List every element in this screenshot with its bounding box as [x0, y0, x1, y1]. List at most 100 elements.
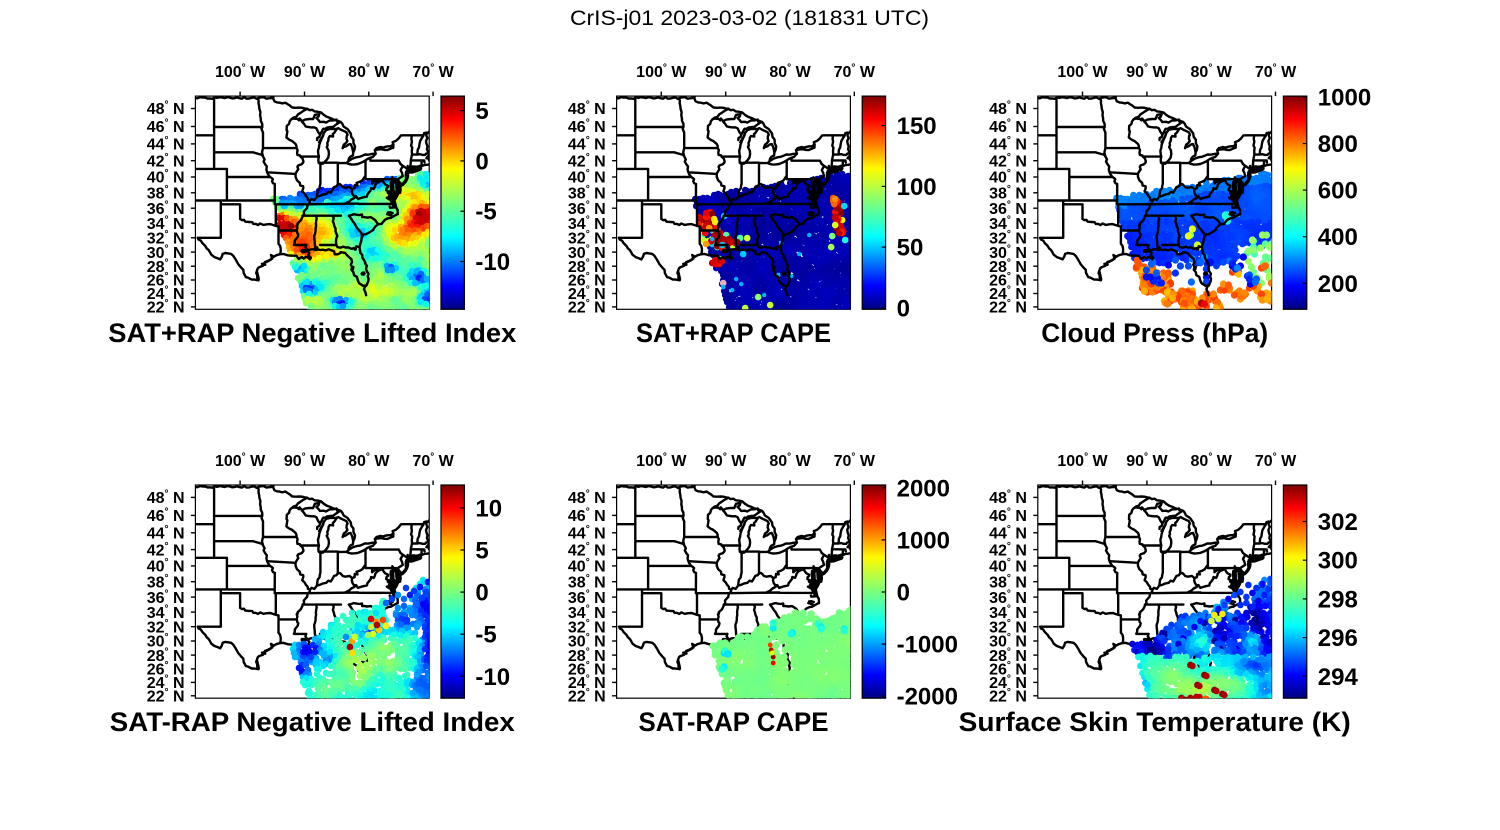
svg-text:90° W: 90° W — [284, 451, 326, 470]
svg-text:100° W: 100° W — [636, 63, 687, 82]
svg-text:32° N: 32° N — [147, 618, 185, 637]
svg-text:26° N: 26° N — [989, 271, 1027, 290]
svg-text:28° N: 28° N — [989, 257, 1027, 276]
svg-text:36° N: 36° N — [568, 588, 606, 607]
svg-text:0: 0 — [475, 580, 488, 607]
svg-text:22° N: 22° N — [989, 298, 1027, 317]
svg-text:42° N: 42° N — [989, 152, 1027, 171]
svg-text:40° N: 40° N — [147, 168, 185, 187]
svg-text:Cloud Press (hPa): Cloud Press (hPa) — [1041, 318, 1268, 348]
svg-text:22° N: 22° N — [147, 687, 185, 706]
svg-text:48° N: 48° N — [989, 489, 1027, 508]
svg-text:40° N: 40° N — [989, 557, 1027, 576]
svg-text:0: 0 — [475, 148, 488, 175]
svg-text:CrIS-j01 2023-03-02 (181831 UT: CrIS-j01 2023-03-02 (181831 UTC) — [570, 7, 929, 30]
svg-text:100° W: 100° W — [215, 63, 266, 82]
svg-text:90° W: 90° W — [1126, 451, 1168, 470]
svg-text:400: 400 — [1318, 224, 1358, 251]
svg-text:42° N: 42° N — [568, 152, 606, 171]
svg-text:30° N: 30° N — [568, 632, 606, 651]
svg-text:44° N: 44° N — [568, 135, 606, 154]
svg-text:2000: 2000 — [897, 475, 950, 502]
svg-text:70° W: 70° W — [834, 63, 876, 82]
svg-text:24° N: 24° N — [568, 674, 606, 693]
svg-text:38° N: 38° N — [568, 573, 606, 592]
svg-text:44° N: 44° N — [147, 135, 185, 154]
svg-text:44° N: 44° N — [989, 524, 1027, 543]
svg-text:42° N: 42° N — [147, 152, 185, 171]
svg-text:30° N: 30° N — [989, 632, 1027, 651]
svg-text:38° N: 38° N — [989, 184, 1027, 203]
svg-text:46° N: 46° N — [989, 118, 1027, 137]
svg-text:34° N: 34° N — [147, 603, 185, 622]
svg-text:1000: 1000 — [897, 527, 950, 554]
svg-text:46° N: 46° N — [568, 118, 606, 137]
svg-text:200: 200 — [1318, 271, 1358, 298]
svg-text:40° N: 40° N — [147, 557, 185, 576]
svg-text:298: 298 — [1318, 586, 1358, 613]
svg-text:26° N: 26° N — [989, 660, 1027, 679]
svg-text:38° N: 38° N — [568, 184, 606, 203]
svg-text:80° W: 80° W — [348, 63, 390, 82]
svg-text:100° W: 100° W — [636, 451, 687, 470]
svg-text:300: 300 — [1318, 548, 1358, 575]
svg-text:42° N: 42° N — [568, 541, 606, 560]
svg-text:22° N: 22° N — [568, 298, 606, 317]
svg-text:70° W: 70° W — [412, 63, 454, 82]
svg-text:24° N: 24° N — [147, 674, 185, 693]
svg-text:80° W: 80° W — [1191, 451, 1233, 470]
svg-text:5: 5 — [475, 538, 488, 565]
svg-text:-5: -5 — [475, 199, 496, 226]
svg-text:294: 294 — [1318, 664, 1359, 691]
svg-text:90° W: 90° W — [1126, 63, 1168, 82]
svg-text:28° N: 28° N — [989, 646, 1027, 665]
svg-text:70° W: 70° W — [834, 451, 876, 470]
svg-text:1000: 1000 — [1318, 84, 1371, 111]
svg-text:32° N: 32° N — [147, 229, 185, 248]
svg-text:100: 100 — [897, 174, 937, 201]
svg-text:-1000: -1000 — [897, 632, 958, 659]
svg-text:800: 800 — [1318, 131, 1358, 158]
svg-text:48° N: 48° N — [147, 489, 185, 508]
svg-text:32° N: 32° N — [568, 229, 606, 248]
svg-text:26° N: 26° N — [568, 271, 606, 290]
svg-text:38° N: 38° N — [989, 573, 1027, 592]
svg-text:-10: -10 — [475, 664, 510, 691]
svg-text:34° N: 34° N — [568, 214, 606, 233]
svg-text:90° W: 90° W — [705, 451, 747, 470]
svg-text:600: 600 — [1318, 178, 1358, 205]
svg-text:30° N: 30° N — [568, 243, 606, 262]
svg-text:48° N: 48° N — [568, 489, 606, 508]
svg-text:46° N: 46° N — [989, 507, 1027, 526]
svg-text:40° N: 40° N — [568, 168, 606, 187]
svg-text:30° N: 30° N — [147, 632, 185, 651]
svg-text:38° N: 38° N — [147, 184, 185, 203]
svg-text:5: 5 — [475, 98, 488, 125]
svg-text:26° N: 26° N — [147, 271, 185, 290]
svg-text:50: 50 — [897, 235, 924, 262]
svg-text:80° W: 80° W — [769, 451, 811, 470]
svg-text:42° N: 42° N — [989, 541, 1027, 560]
svg-text:46° N: 46° N — [568, 507, 606, 526]
svg-text:Surface Skin Temperature (K): Surface Skin Temperature (K) — [959, 707, 1351, 737]
svg-text:28° N: 28° N — [568, 257, 606, 276]
svg-text:22° N: 22° N — [989, 687, 1027, 706]
svg-text:36° N: 36° N — [147, 199, 185, 218]
svg-text:100° W: 100° W — [1057, 63, 1108, 82]
svg-text:32° N: 32° N — [989, 229, 1027, 248]
svg-text:26° N: 26° N — [147, 660, 185, 679]
svg-text:32° N: 32° N — [568, 618, 606, 637]
svg-text:48° N: 48° N — [568, 100, 606, 119]
svg-text:SAT-RAP CAPE: SAT-RAP CAPE — [639, 707, 829, 737]
svg-text:26° N: 26° N — [568, 660, 606, 679]
svg-text:100° W: 100° W — [1057, 451, 1108, 470]
svg-text:46° N: 46° N — [147, 118, 185, 137]
svg-text:24° N: 24° N — [568, 285, 606, 304]
svg-text:80° W: 80° W — [1191, 63, 1233, 82]
svg-text:150: 150 — [897, 113, 937, 140]
svg-text:22° N: 22° N — [568, 687, 606, 706]
svg-text:28° N: 28° N — [568, 646, 606, 665]
svg-text:36° N: 36° N — [989, 588, 1027, 607]
svg-text:70° W: 70° W — [1255, 451, 1297, 470]
svg-text:100° W: 100° W — [215, 451, 266, 470]
